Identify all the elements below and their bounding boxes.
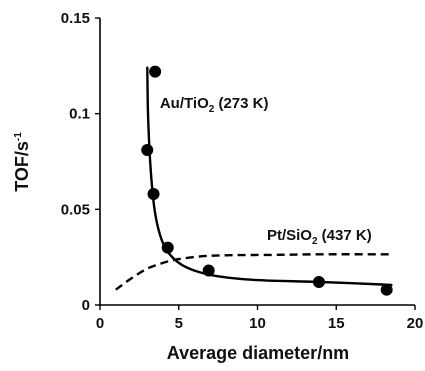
series-label-subscript: 2 (209, 104, 215, 115)
series-0-data-point (141, 144, 154, 157)
y-axis-title-main: TOF/s (12, 141, 32, 192)
x-tick-label: 10 (249, 315, 266, 332)
y-tick-label: 0.1 (69, 106, 90, 123)
series-label-main: Pt/SiO (267, 227, 312, 244)
x-tick-label: 0 (96, 315, 104, 332)
series-label-tail: (273 K) (214, 95, 268, 112)
x-tick-label: 15 (328, 315, 345, 332)
axes: 0 5 10 15 20 0 0.05 0.1 0.15 (61, 10, 424, 332)
series-1-fit-line (115, 253, 392, 291)
x-tick-label: 20 (407, 315, 424, 332)
annotations: Au/TiO2 (273 K)Pt/SiO2 (437 K) (160, 95, 372, 247)
series-label-subscript: 2 (312, 236, 318, 247)
series-0-data-point (147, 188, 160, 201)
y-tick-label: 0 (82, 297, 90, 314)
x-axis-title: Average diameter/nm (167, 343, 349, 363)
series-label: Pt/SiO2 (437 K) (267, 227, 372, 247)
y-axis-title: TOF/s-1 (12, 132, 32, 192)
y-tick-label: 0.05 (61, 201, 90, 218)
series-label-main: Au/TiO (160, 95, 209, 112)
titles: Average diameter/nm TOF/s-1 (12, 132, 349, 363)
series-label-tail: (437 K) (318, 227, 372, 244)
series-0-data-point (161, 241, 174, 254)
series-0-data-point (202, 264, 215, 277)
series-label: Au/TiO2 (273 K) (160, 95, 269, 115)
series-0-data-point (312, 276, 325, 289)
y-tick-label: 0.15 (61, 10, 90, 27)
x-tick-label: 5 (175, 315, 183, 332)
series-points (141, 65, 393, 296)
series-0-data-point (380, 283, 393, 296)
series-0-data-point (149, 65, 162, 78)
y-axis-title-superscript: -1 (13, 132, 24, 141)
